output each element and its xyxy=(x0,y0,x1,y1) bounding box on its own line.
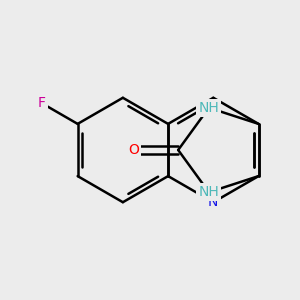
Text: N: N xyxy=(208,195,218,209)
Text: NH: NH xyxy=(199,185,219,199)
Text: F: F xyxy=(38,96,46,110)
Text: NH: NH xyxy=(199,101,219,115)
Text: O: O xyxy=(128,143,139,157)
